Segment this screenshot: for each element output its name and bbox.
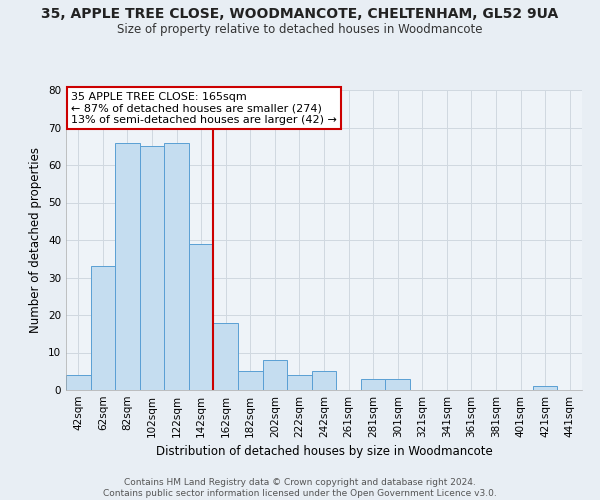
Bar: [214, 322, 238, 390]
Text: 35, APPLE TREE CLOSE, WOODMANCOTE, CHELTENHAM, GL52 9UA: 35, APPLE TREE CLOSE, WOODMANCOTE, CHELT…: [41, 8, 559, 22]
Text: 35 APPLE TREE CLOSE: 165sqm
← 87% of detached houses are smaller (274)
13% of se: 35 APPLE TREE CLOSE: 165sqm ← 87% of det…: [71, 92, 337, 124]
Bar: [140, 146, 164, 390]
Bar: [312, 371, 336, 390]
Bar: [91, 266, 115, 390]
Bar: [385, 379, 410, 390]
Text: Contains HM Land Registry data © Crown copyright and database right 2024.
Contai: Contains HM Land Registry data © Crown c…: [103, 478, 497, 498]
Bar: [287, 375, 312, 390]
Bar: [66, 375, 91, 390]
Bar: [164, 142, 189, 390]
Bar: [361, 379, 385, 390]
Bar: [263, 360, 287, 390]
Bar: [238, 371, 263, 390]
X-axis label: Distribution of detached houses by size in Woodmancote: Distribution of detached houses by size …: [155, 446, 493, 458]
Bar: [533, 386, 557, 390]
Bar: [115, 142, 140, 390]
Y-axis label: Number of detached properties: Number of detached properties: [29, 147, 43, 333]
Bar: [189, 244, 214, 390]
Text: Size of property relative to detached houses in Woodmancote: Size of property relative to detached ho…: [117, 22, 483, 36]
